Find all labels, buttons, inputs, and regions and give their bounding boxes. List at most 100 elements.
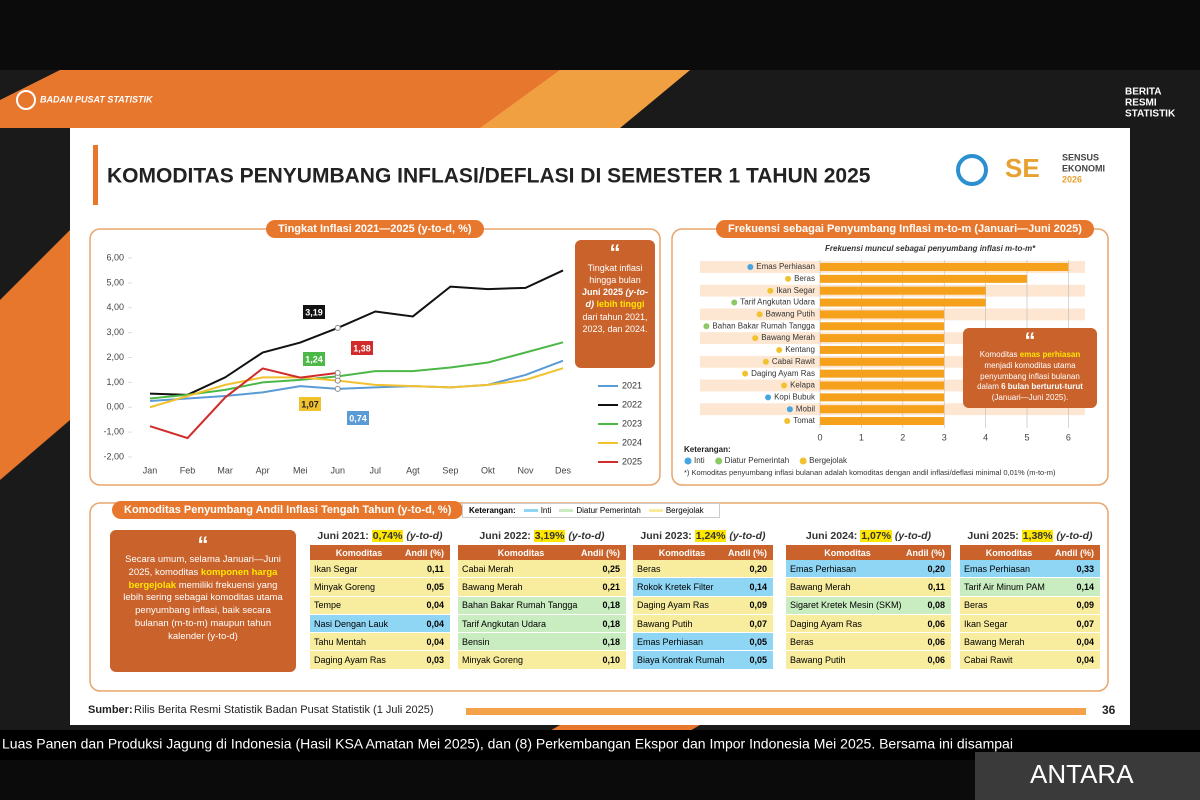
title-bar: [93, 145, 98, 205]
column-header: Komoditas: [658, 547, 706, 558]
source-label: Sumber:: [88, 704, 133, 716]
table: Juni 2025: 1,38% (y-to-d) Komoditas Andil …: [960, 530, 1100, 670]
bar: [820, 274, 1028, 283]
legend-title: Keterangan:: [684, 445, 731, 454]
table-row: Rokok Kretek Filter 0,14: [633, 578, 773, 597]
value-label: 1,38: [353, 343, 371, 353]
column-header: Komoditas: [335, 547, 383, 558]
value-label: 1,24: [305, 354, 323, 364]
legend-swatch: [559, 509, 574, 512]
legend-item: Inti: [523, 506, 552, 515]
series-line: [149, 367, 564, 409]
group-dot: [703, 323, 710, 330]
category-label: Bawang Putih: [766, 310, 815, 319]
category-label: Cabai Rawit: [772, 357, 816, 366]
table-row: Bensin 0,18: [458, 633, 626, 652]
brand-line: STATISTIK: [1125, 109, 1176, 120]
contribution: 0,05: [749, 655, 767, 666]
subtitle: Frekuensi muncul sebagai penyumbang infl…: [825, 244, 1036, 253]
callout-text: Komoditas: [979, 350, 1018, 359]
table: Juni 2021: 0,74% (y-to-d) Komoditas Andil …: [310, 530, 450, 670]
x-tick-label: Des: [555, 465, 572, 475]
y-tick-label: -2,00: [103, 451, 124, 461]
table-suffix: (y-to-d): [894, 530, 932, 542]
commodity: Beras: [964, 600, 988, 611]
commodity: Nasi Dengan Lauk: [314, 618, 389, 629]
legend-dot: [715, 457, 723, 465]
commodity: Bawang Putih: [790, 655, 846, 666]
contribution: 0,14: [1076, 581, 1094, 592]
legend-label: Diatur Pemerintah: [725, 456, 789, 465]
category-label: Daging Ayam Ras: [751, 369, 815, 378]
commodity: Tarif Angkutan Udara: [462, 618, 547, 629]
bar: [820, 381, 945, 390]
bar: [820, 310, 945, 319]
y-tick-label: 4,00: [106, 302, 124, 312]
commodity: Biaya Kontrak Rumah: [637, 655, 725, 666]
group-dot: [731, 299, 738, 306]
legend-label: Diatur Pemerintah: [576, 506, 641, 515]
legend-dot: [684, 457, 692, 465]
table-suffix: (y-to-d): [568, 530, 605, 542]
point-marker: [334, 377, 341, 384]
value-label: 1,07: [301, 399, 319, 409]
table-suffix: (y-to-d): [729, 530, 766, 542]
category-label: Bawang Merah: [761, 333, 815, 342]
footer-bar: [466, 708, 1086, 715]
legend-label: Inti: [540, 506, 552, 515]
x-tick-label: 6: [1066, 432, 1071, 442]
y-tick-label: 1,00: [106, 377, 124, 387]
y-tick-label: 0,00: [106, 402, 124, 412]
table-row: Bawang Putih 0,06: [786, 651, 951, 670]
table-row: Bawang Merah 0,21: [458, 578, 626, 597]
table-row: Beras 0,20: [633, 560, 773, 579]
watermark-bg: [975, 752, 1200, 800]
x-tick-label: 1: [859, 432, 864, 442]
commodity: Bawang Merah: [790, 581, 851, 592]
orange-band-light: [480, 70, 690, 128]
tables-title: Komoditas Penyumbang Andil Inflasi Tenga…: [112, 501, 464, 519]
category-label: Tarif Angkutan Udara: [740, 298, 815, 307]
legend-label: 2021: [622, 380, 642, 390]
column-header: Andil (%): [1055, 547, 1094, 558]
table-title: Juni 2025: 1,38% (y-to-d): [960, 530, 1100, 545]
callout-text: memiliki frekuensi yang lebih sering seb…: [123, 579, 283, 642]
column-header: Andil (%): [728, 547, 767, 558]
commodity: Tempe: [314, 600, 342, 611]
bar: [820, 263, 1069, 271]
sensus-line: SENSUS: [1062, 152, 1099, 162]
table-title-text: Juni 2024:: [805, 530, 858, 542]
se-logo: SE: [1005, 153, 1040, 183]
value-label-box: [351, 341, 373, 355]
bar: [820, 369, 945, 378]
table-row: Ikan Segar 0,11: [310, 560, 450, 579]
commodity: Emas Perhiasan: [637, 636, 704, 647]
contribution: 0,21: [602, 581, 620, 592]
x-tick-label: Jul: [370, 465, 382, 475]
callout-text: (y-to-d): [585, 287, 649, 310]
x-tick-label: Apr: [256, 465, 270, 475]
point-marker: [334, 369, 341, 376]
contribution: 0,18: [602, 600, 620, 611]
contribution: 0,07: [1076, 618, 1094, 629]
contribution: 0,07: [749, 618, 767, 629]
commodity: Tahu Mentah: [314, 636, 367, 647]
contribution: 0,04: [426, 618, 444, 629]
commodity: Ikan Segar: [314, 563, 358, 574]
value-label-box: [303, 305, 325, 319]
table-header: Komoditas Andil (%): [786, 545, 951, 560]
group-dot: [767, 287, 774, 294]
contribution: 0,09: [1076, 600, 1094, 611]
contribution: 0,04: [1076, 655, 1094, 666]
callout-text: Juni 2025: [581, 287, 623, 298]
column-header: Komoditas: [985, 547, 1033, 558]
footnote: *) Komoditas penyumbang inflasi bulanan …: [684, 468, 1056, 477]
table-row: Tarif Angkutan Udara 0,18: [458, 614, 626, 634]
brand-line: BERITA: [1125, 87, 1161, 98]
table-row: Minyak Goreng 0,05: [310, 578, 450, 597]
table: Juni 2023: 1,24% (y-to-d) Komoditas Andil …: [633, 530, 773, 670]
table-row: Emas Perhiasan 0,20: [786, 560, 951, 579]
legend-label: 2022: [622, 399, 642, 409]
table-rate: 0,74%: [371, 530, 404, 542]
contribution: 0,18: [602, 636, 620, 647]
